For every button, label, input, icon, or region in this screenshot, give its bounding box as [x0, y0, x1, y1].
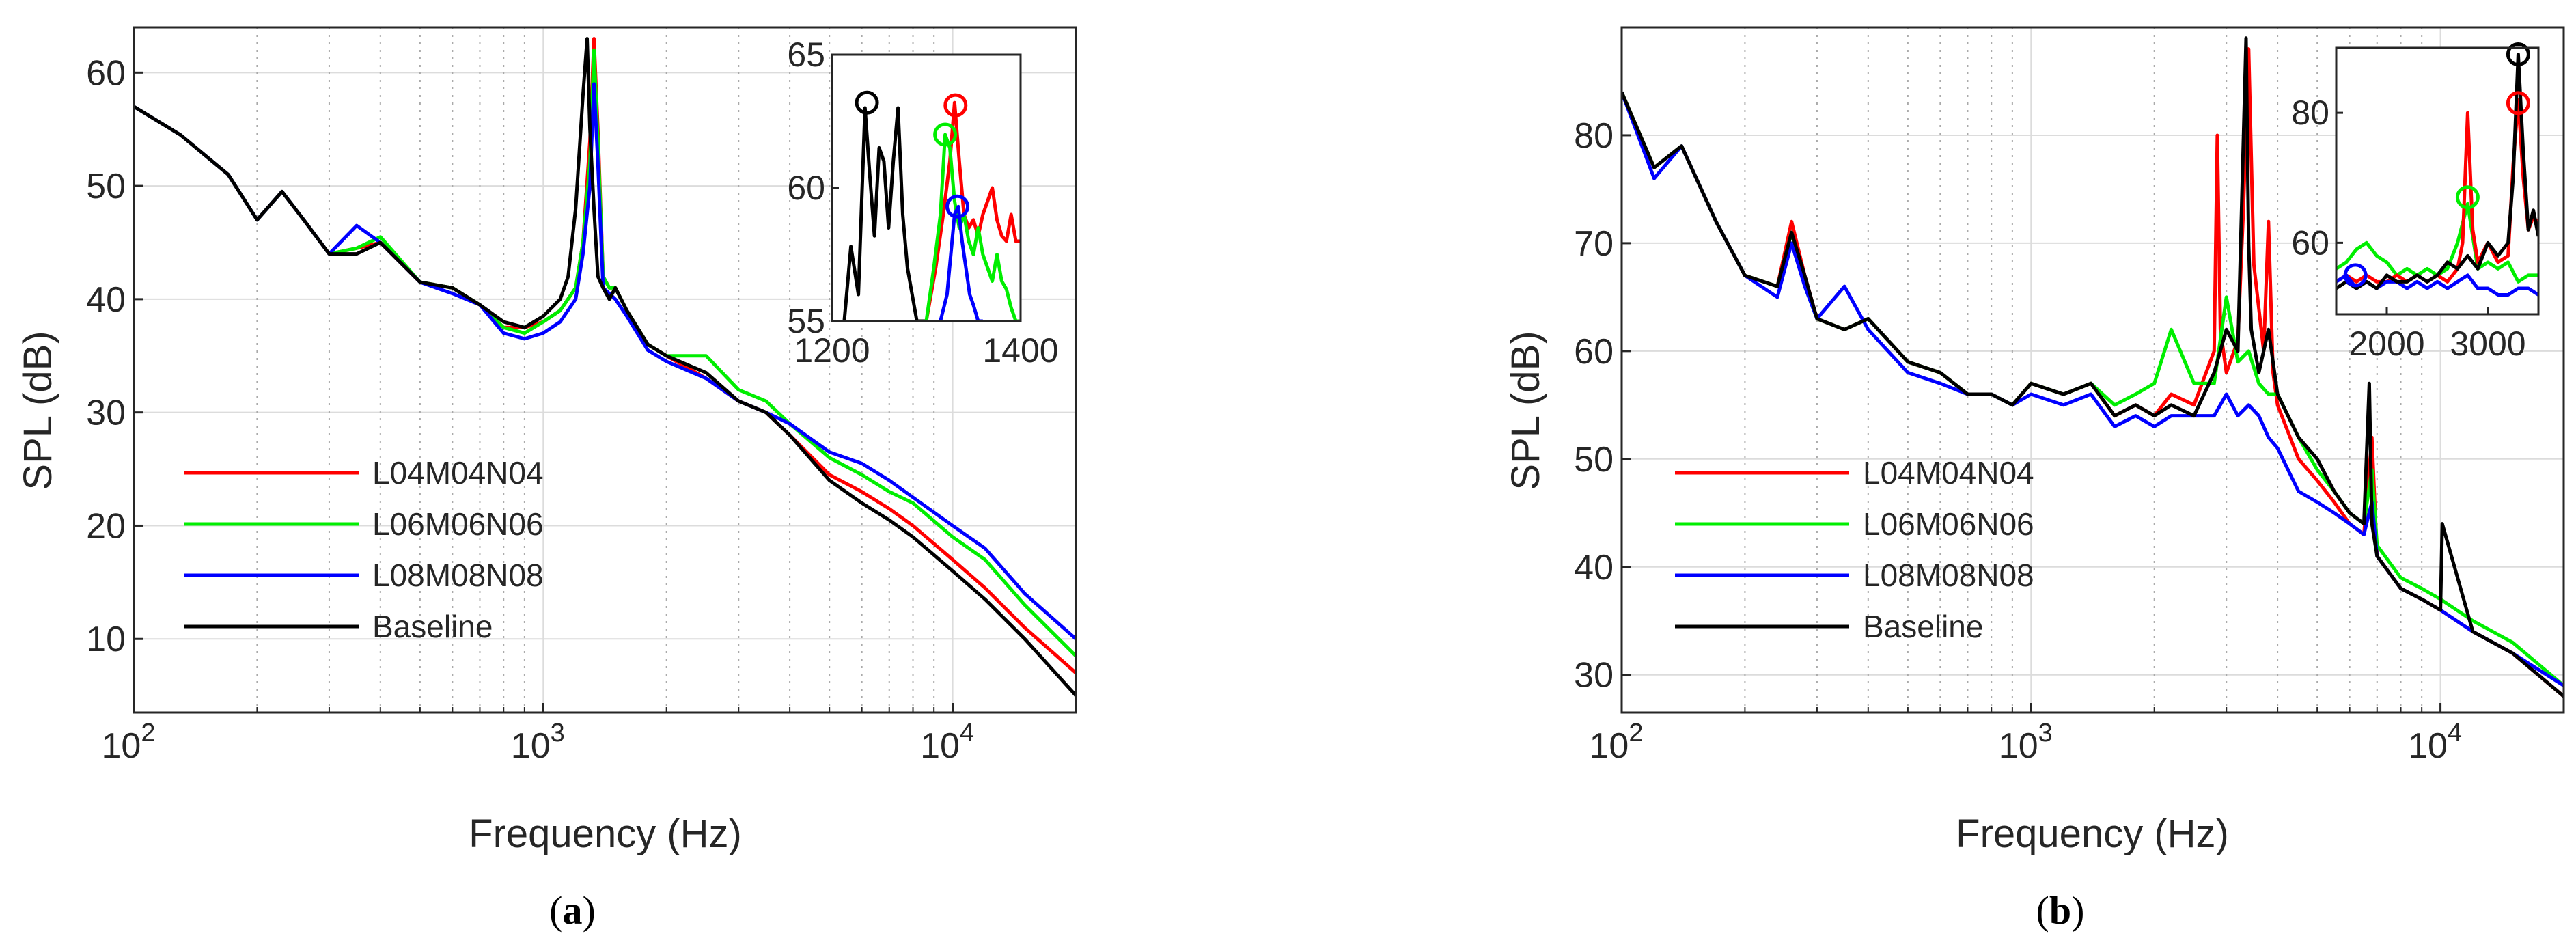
inset-y-tick-label-a-0: 55 [787, 302, 825, 340]
y-tick-label-a-4: 50 [86, 167, 126, 206]
y-tick-label-a-1: 20 [86, 506, 126, 546]
y-tick-label-a-3: 40 [86, 280, 126, 320]
x-tick-label-b-1: 103 [1999, 719, 2053, 766]
panel-caption-a: (a) [549, 888, 596, 933]
series-line-l06m06n06-a [134, 48, 1076, 657]
x-tick-label-exp-b-1: 3 [2038, 719, 2053, 747]
y-tick-label-b-0: 30 [1574, 656, 1614, 695]
series-line-baseline-b [1622, 36, 2564, 698]
inset-peak-marker-l04m04n04-b [2506, 91, 2530, 115]
x-tick-label-a-1: 103 [511, 719, 565, 766]
x-tick-label-exp-b-0: 2 [1629, 719, 1643, 747]
legend-label-baseline-a: Baseline [372, 609, 493, 644]
y-tick-label-b-5: 80 [1574, 116, 1614, 156]
legend-label-baseline-b: Baseline [1863, 609, 1983, 644]
inset-x-tick-label-a-0: 1200 [794, 331, 870, 370]
inset-y-tick-label-b-1: 80 [2291, 94, 2329, 132]
inset-series-line-baseline-b [2336, 53, 2538, 290]
series-line-l08m08n08-a [134, 82, 1076, 641]
inset-peak-marker-l04m04n04-a [943, 93, 968, 118]
panel-caption-letter-a: a [563, 888, 583, 933]
panel-caption-b: (b) [2036, 888, 2085, 933]
inset-x-tick-label-b-0: 2000 [2349, 325, 2424, 363]
x-tick-label-base-b-2: 10 [2408, 726, 2448, 766]
y-tick-label-b-1: 40 [1574, 548, 1614, 588]
x-tick-label-exp-b-2: 4 [2448, 719, 2462, 747]
inset-series-line-l06m06n06-a [924, 133, 1021, 321]
inset-box-b [2335, 46, 2540, 316]
legend-a: L04M04N04 L06M06N06 L08M08N08 Baseline [184, 455, 544, 644]
legend-b: L04M04N04 L06M06N06 L08M08N08 Baseline [1675, 455, 2034, 644]
axes-box-b [1620, 26, 2565, 714]
x-axis-label-b: Frequency (Hz) [1956, 812, 2229, 856]
y-tick-label-b-4: 70 [1574, 224, 1614, 264]
x-tick-label-base-a-2: 10 [920, 726, 960, 766]
x-tick-label-exp-a-2: 4 [960, 719, 974, 747]
y-tick-label-b-2: 50 [1574, 440, 1614, 480]
inset-y-tick-label-b-0: 60 [2291, 223, 2329, 262]
x-tick-label-exp-a-0: 2 [141, 719, 155, 747]
y-axis-label-a: SPL (dB) [16, 331, 60, 490]
y-tick-label-a-5: 60 [86, 53, 126, 93]
inset-peak-marker-l06m06n06-a [933, 122, 958, 147]
inset-x-tick-label-b-1: 3000 [2450, 325, 2525, 363]
inset-series-line-baseline-a [842, 106, 926, 321]
axes-box-a [133, 26, 1077, 714]
legend-label-l06m06n06-a: L06M06N06 [372, 506, 544, 542]
inset-peak-marker-l06m06n06-b [2455, 185, 2480, 210]
x-tick-label-base-a-0: 10 [102, 726, 141, 766]
y-tick-label-b-3: 60 [1574, 332, 1614, 372]
legend-label-l08m08n08-b: L08M08N08 [1863, 557, 2034, 593]
y-axis-label-b: SPL (dB) [1504, 331, 1548, 490]
inset-a: 55 60 65 1200 1400 [787, 36, 1058, 370]
y-tick-label-a-2: 30 [86, 394, 126, 433]
x-tick-label-b-2: 104 [2408, 719, 2462, 766]
inset-series-line-l08m08n08-a [939, 204, 983, 321]
inset-peak-marker-l08m08n08-b [2343, 263, 2368, 288]
inset-peak-marker-l08m08n08-a [945, 194, 970, 219]
inset-background-b [2336, 48, 2538, 314]
legend-label-l04m04n04-b: L04M04N04 [1863, 455, 2034, 491]
y-tick-label-a-0: 10 [86, 620, 126, 659]
panel-caption-letter-b: b [2049, 888, 2071, 933]
legend-label-l04m04n04-a: L04M04N04 [372, 455, 544, 491]
x-tick-label-base-a-1: 10 [511, 726, 551, 766]
legend-label-l06m06n06-b: L06M06N06 [1863, 506, 2034, 542]
legend-label-l08m08n08-a: L08M08N08 [372, 557, 544, 593]
inset-peak-marker-baseline-b [2506, 42, 2530, 67]
series-line-baseline-a [134, 37, 1076, 697]
inset-y-tick-label-a-2: 65 [787, 36, 825, 74]
inset-y-tick-label-a-1: 60 [787, 169, 825, 207]
x-tick-label-a-2: 104 [920, 719, 974, 766]
x-tick-label-exp-a-1: 3 [551, 719, 565, 747]
inset-peak-marker-baseline-a [855, 90, 879, 115]
inset-x-tick-label-a-1: 1400 [982, 331, 1058, 370]
x-tick-label-base-b-1: 10 [1999, 726, 2038, 766]
x-axis-label-a: Frequency (Hz) [469, 812, 742, 856]
x-tick-label-a-0: 102 [102, 719, 156, 766]
x-tick-label-b-0: 102 [1590, 719, 1644, 766]
x-tick-label-base-b-0: 10 [1590, 726, 1629, 766]
inset-b: 60 80 2000 3000 [2291, 42, 2540, 363]
